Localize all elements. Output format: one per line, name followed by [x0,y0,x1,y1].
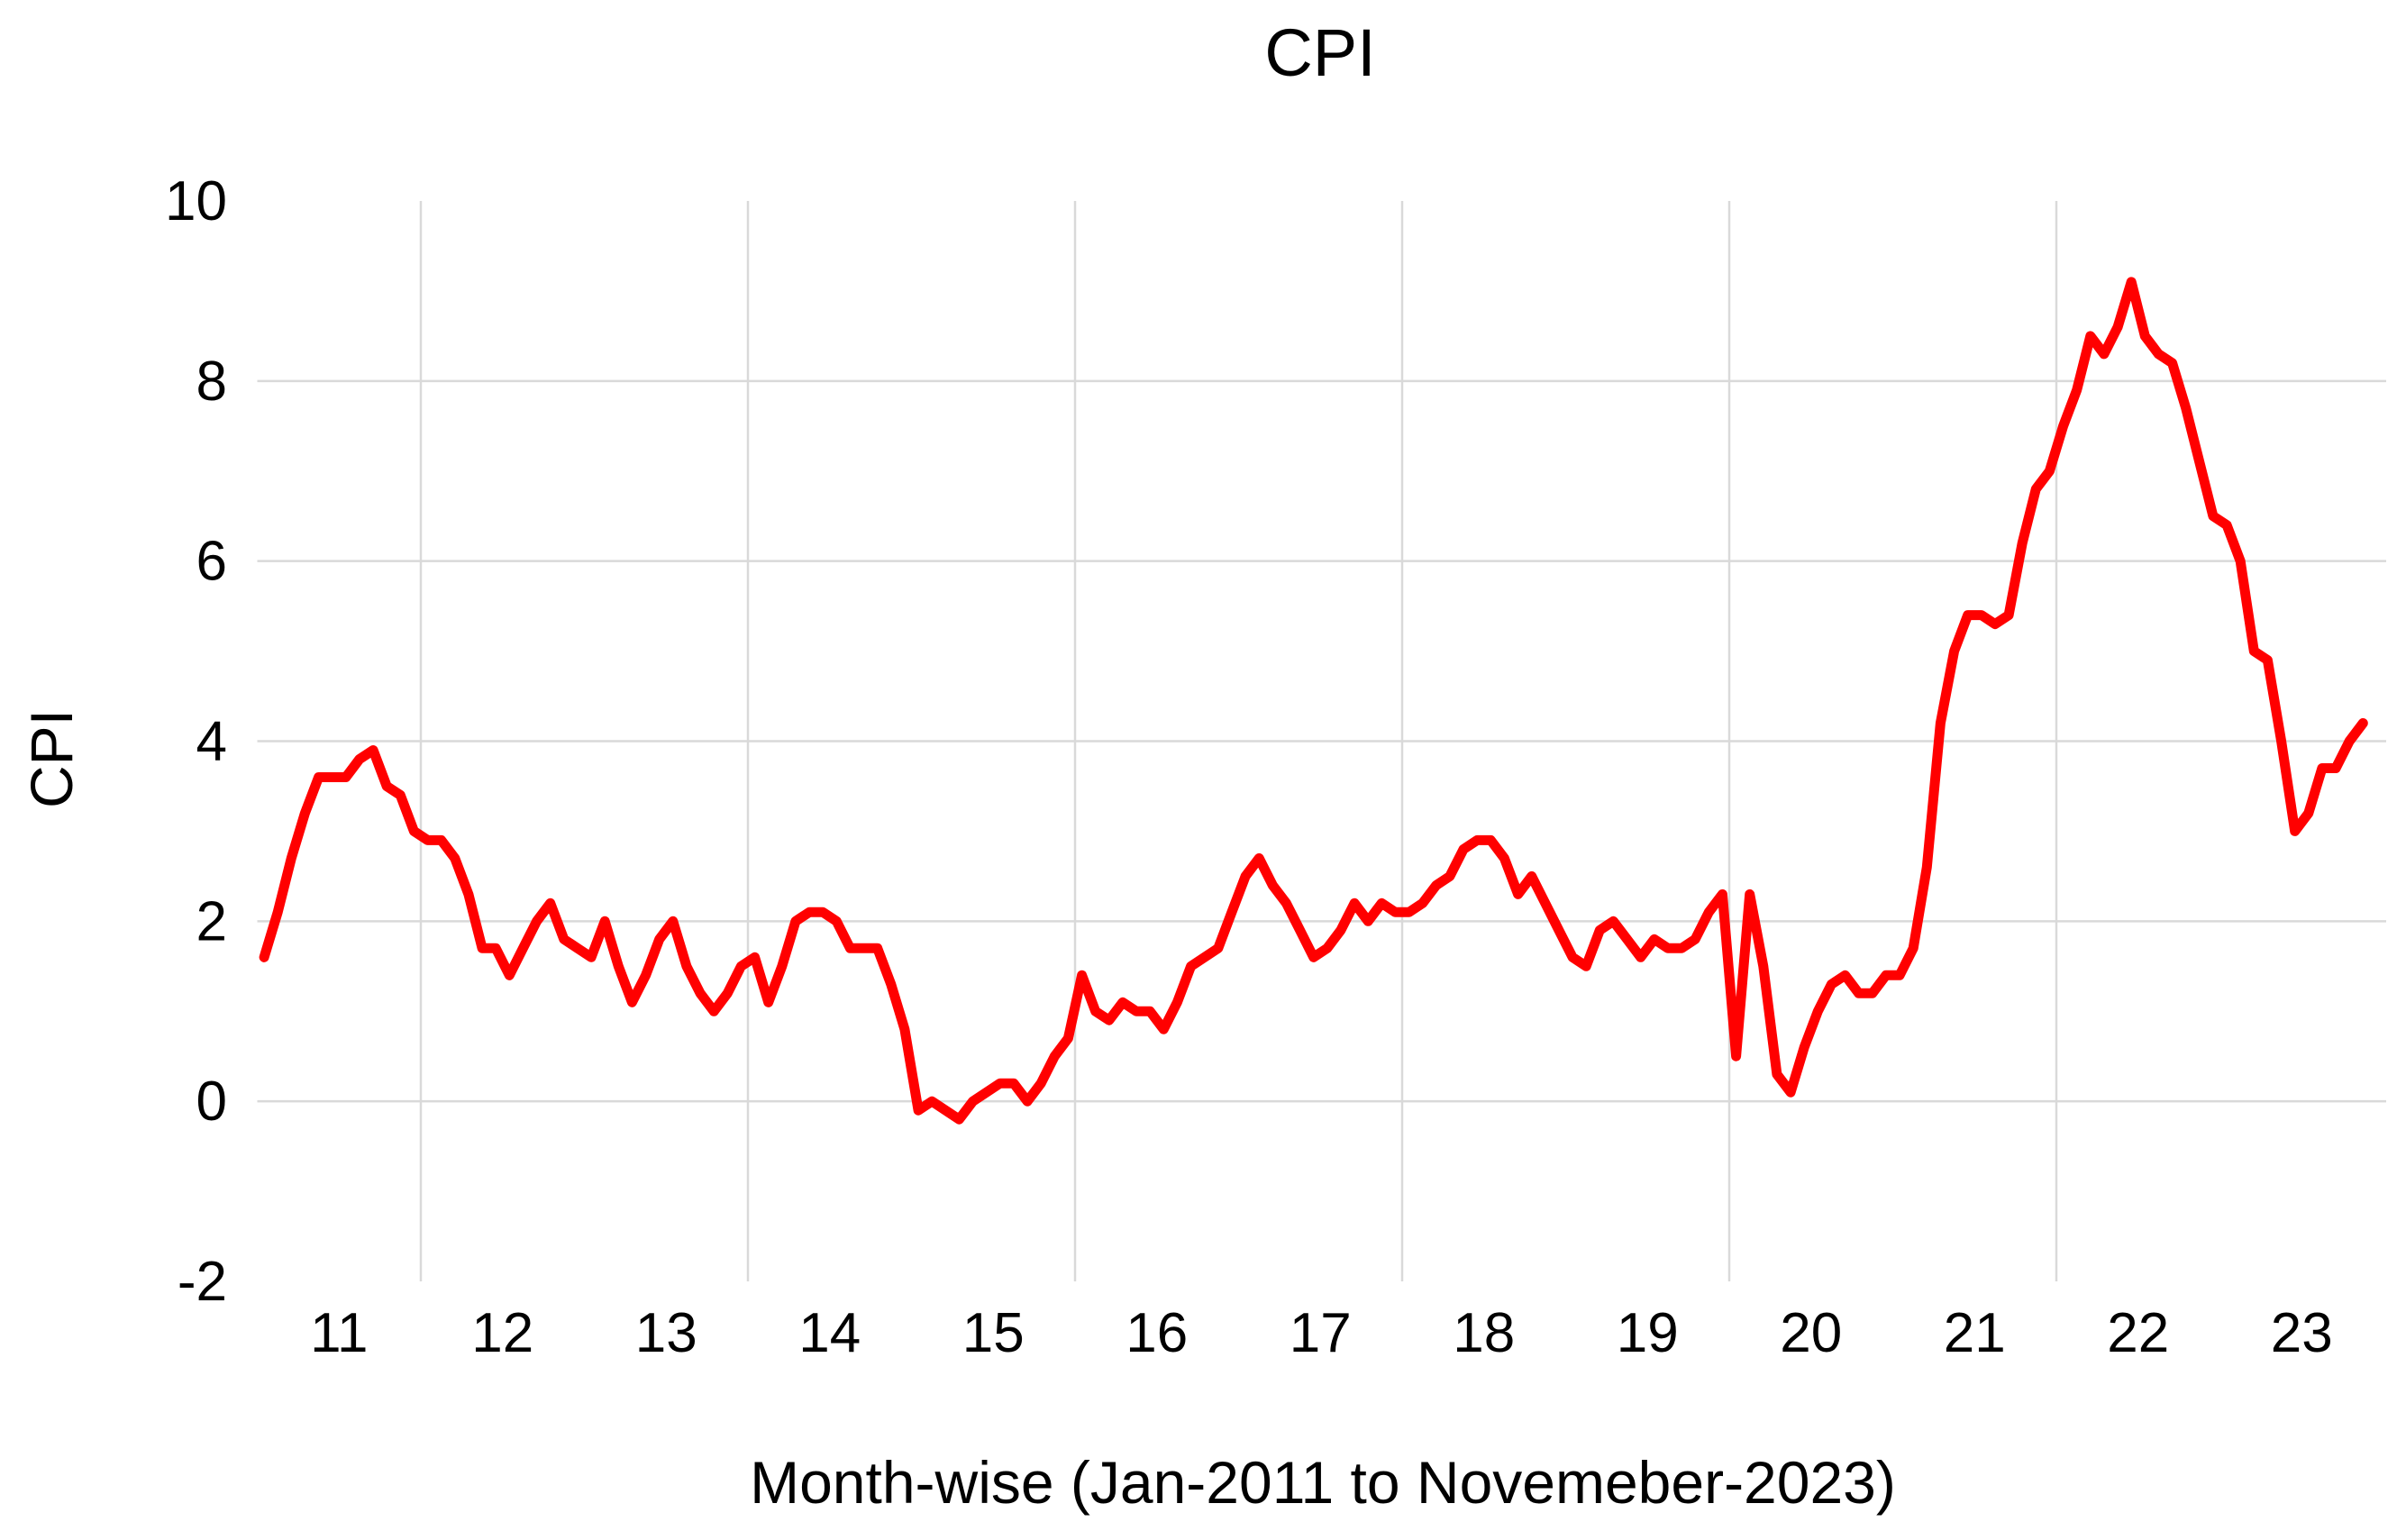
x-tick-label-23: 23 [2271,1302,2333,1364]
y-tick-label-8: 8 [196,351,227,413]
y-tick-label-2: 2 [196,890,227,952]
x-tick-label-20: 20 [1780,1302,1842,1364]
x-tick-label-11: 11 [310,1302,368,1364]
x-tick-label-15: 15 [962,1302,1025,1364]
x-tick-label-21: 21 [1944,1302,2006,1364]
x-axis-title: Month-wise (Jan-2011 to Novemeber-2023) [750,1449,1896,1516]
x-tick-label-16: 16 [1126,1302,1188,1364]
y-axis-title: CPI [18,709,85,808]
x-tick-label-19: 19 [1617,1302,1679,1364]
x-tick-label-13: 13 [635,1302,697,1364]
gridlines [257,201,2386,1281]
x-tick-label-18: 18 [1453,1302,1515,1364]
y-tick-label-6: 6 [196,531,227,593]
x-tick-label-17: 17 [1290,1302,1352,1364]
y-tick-label-0: 0 [196,1071,227,1133]
x-tick-label-14: 14 [798,1302,861,1364]
y-tick-label--2: -2 [178,1251,227,1313]
chart-title: CPI [1264,15,1375,90]
y-tick-label-4: 4 [196,711,227,773]
x-axis-tick-labels: 11 12 13 14 15 16 17 18 19 20 21 22 23 [310,1302,2333,1364]
x-tick-label-22: 22 [2107,1302,2169,1364]
cpi-line-series [259,277,2368,1125]
y-tick-label-10: 10 [165,170,227,232]
x-tick-label-12: 12 [471,1302,533,1364]
y-axis-tick-labels: 10 8 6 4 2 0 -2 [165,170,227,1313]
